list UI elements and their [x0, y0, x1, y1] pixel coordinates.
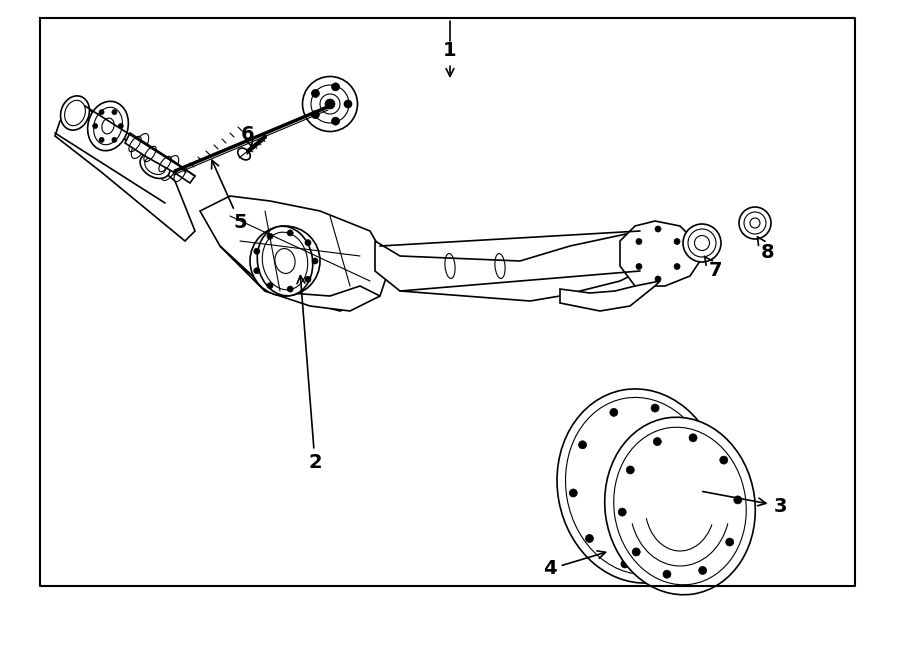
- Circle shape: [344, 100, 352, 108]
- Text: 3: 3: [703, 492, 787, 516]
- Circle shape: [618, 508, 626, 516]
- Circle shape: [112, 110, 117, 114]
- Circle shape: [674, 239, 680, 245]
- Circle shape: [636, 239, 642, 245]
- Circle shape: [585, 535, 593, 543]
- Ellipse shape: [60, 96, 89, 130]
- Circle shape: [651, 404, 659, 412]
- Ellipse shape: [238, 148, 250, 160]
- Circle shape: [689, 434, 697, 442]
- Ellipse shape: [605, 417, 755, 595]
- Circle shape: [636, 264, 642, 270]
- Circle shape: [720, 456, 728, 464]
- Circle shape: [632, 548, 640, 556]
- Ellipse shape: [257, 226, 313, 296]
- Circle shape: [305, 276, 311, 282]
- Polygon shape: [125, 133, 195, 183]
- Circle shape: [312, 258, 318, 264]
- Text: 1: 1: [443, 42, 457, 77]
- Circle shape: [93, 124, 98, 128]
- Text: 7: 7: [705, 256, 722, 280]
- Text: 4: 4: [544, 551, 606, 578]
- Circle shape: [610, 408, 617, 416]
- Ellipse shape: [87, 101, 129, 151]
- Ellipse shape: [140, 153, 170, 178]
- Circle shape: [655, 276, 661, 282]
- Circle shape: [118, 124, 123, 128]
- Ellipse shape: [302, 77, 357, 132]
- Text: 6: 6: [241, 124, 255, 147]
- Ellipse shape: [683, 224, 721, 262]
- Circle shape: [267, 283, 273, 289]
- Circle shape: [663, 570, 671, 578]
- Circle shape: [267, 233, 273, 239]
- Circle shape: [250, 226, 320, 296]
- Circle shape: [579, 441, 587, 449]
- Circle shape: [305, 240, 311, 246]
- Polygon shape: [220, 246, 380, 311]
- Circle shape: [99, 110, 104, 114]
- Polygon shape: [560, 281, 660, 311]
- Circle shape: [325, 99, 335, 109]
- Circle shape: [311, 89, 320, 97]
- Circle shape: [674, 264, 680, 270]
- Circle shape: [693, 524, 701, 531]
- Polygon shape: [55, 106, 195, 241]
- Circle shape: [112, 137, 117, 142]
- Text: 5: 5: [212, 160, 247, 233]
- Text: 8: 8: [758, 237, 775, 262]
- Circle shape: [254, 249, 260, 254]
- Polygon shape: [200, 196, 390, 311]
- Circle shape: [662, 556, 670, 564]
- Polygon shape: [620, 221, 700, 286]
- Circle shape: [703, 475, 711, 483]
- Circle shape: [653, 438, 662, 446]
- Circle shape: [287, 230, 293, 236]
- Circle shape: [626, 466, 634, 474]
- Circle shape: [331, 117, 339, 125]
- Ellipse shape: [557, 389, 723, 583]
- Polygon shape: [375, 231, 655, 301]
- Circle shape: [331, 83, 339, 91]
- Circle shape: [311, 110, 320, 118]
- Circle shape: [287, 286, 293, 292]
- Circle shape: [734, 496, 742, 504]
- Circle shape: [621, 560, 629, 568]
- Text: 2: 2: [297, 276, 322, 473]
- Ellipse shape: [739, 207, 771, 239]
- Circle shape: [655, 226, 661, 232]
- Circle shape: [698, 566, 706, 574]
- Circle shape: [687, 430, 695, 438]
- Circle shape: [254, 268, 260, 274]
- Circle shape: [570, 489, 577, 497]
- Circle shape: [725, 538, 734, 546]
- Circle shape: [99, 137, 104, 142]
